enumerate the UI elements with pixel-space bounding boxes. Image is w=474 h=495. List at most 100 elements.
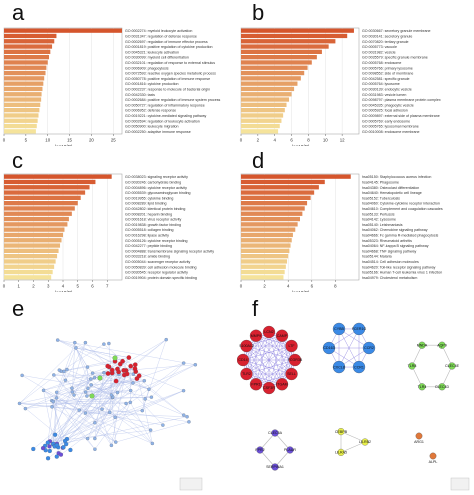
bar-b (241, 113, 284, 118)
category-label-c: GO:0005044: scavenger receptor activity (125, 260, 191, 264)
network-node (92, 376, 97, 380)
bar-d (241, 211, 303, 216)
category-label-b: GO:0098797: plasma membrane protein comp… (362, 98, 441, 102)
cluster-red-label: CD14 (238, 358, 247, 362)
network-node (121, 368, 127, 373)
bar-c (4, 174, 112, 179)
cluster-red-label: CAMP (277, 334, 288, 338)
cluster-purple-label: SERPINA1 (266, 465, 284, 469)
network-node (17, 401, 22, 406)
network-edge (112, 374, 125, 398)
network-node (55, 338, 60, 342)
cluster-yellow-node (361, 438, 369, 446)
cluster-orange-label: ALPL (429, 460, 438, 464)
category-label-a: GO:0006909: phagocytosis (125, 66, 169, 70)
cluster-red-node (275, 378, 289, 391)
bar-c (4, 222, 68, 227)
cluster-red-edge (255, 335, 270, 389)
network-node (23, 406, 28, 411)
network-node (54, 443, 60, 448)
bar-a (4, 108, 40, 113)
network-edge (54, 391, 86, 447)
category-label-b: GO:0098552: side of membrane (362, 72, 413, 76)
network-edge (112, 382, 134, 398)
bar-b (241, 102, 287, 107)
network-node (54, 390, 59, 394)
cluster-green-label: TLR8 (408, 364, 417, 368)
x-tick-label-d: 8 (334, 284, 337, 289)
cluster-orange-node (415, 432, 423, 440)
network-edge (107, 365, 150, 390)
bar-a (4, 92, 42, 97)
network-edge (54, 392, 57, 447)
category-label-a: GO:0050900: leukocyte migration (125, 125, 179, 129)
network-edge (57, 339, 196, 365)
category-label-d: hsa04979: Cholesterol metabolism (362, 276, 417, 280)
bar-b (241, 39, 336, 44)
category-label-c: GO:0050839: cell adhesion molecule bindi… (125, 265, 197, 269)
network-edge (61, 371, 112, 446)
network-edge (47, 422, 95, 443)
bar-c (4, 259, 56, 264)
cluster-red-edge (246, 345, 283, 385)
bar-b (241, 123, 280, 129)
category-label-d: hsa05152: Tuberculosis (362, 196, 400, 200)
cluster-red-node (262, 325, 276, 339)
network-edge (94, 390, 184, 423)
category-label-d: hsa04064: NF-kappa B signaling pathway (362, 244, 429, 248)
network-edge (56, 363, 121, 446)
category-label-d: hsa04514: Cell adhesion molecules (362, 260, 419, 264)
network-edge (49, 416, 188, 447)
network-node (47, 444, 52, 449)
cluster-blue-label: CYBB (334, 327, 344, 331)
network-edge (61, 361, 123, 372)
bar-a (4, 49, 51, 54)
bar-a (4, 70, 46, 76)
network-node (72, 393, 76, 397)
bar-a (4, 113, 39, 118)
cluster-red-node (285, 339, 298, 353)
network-edge (51, 362, 184, 408)
network-node (85, 394, 89, 398)
cluster-purple-node (286, 446, 294, 454)
network-edge (47, 422, 95, 459)
panel-letter-c: c (12, 148, 23, 173)
cluster-red-label: CSF3R (263, 386, 275, 390)
network-edge (51, 373, 93, 407)
category-label-d: hsa04142: Lysosome (362, 218, 396, 222)
network-edge (43, 366, 110, 391)
category-label-c: GO:0005126: cytokine receptor binding (125, 239, 188, 243)
network-node (73, 340, 77, 345)
cluster-red-edge (246, 359, 296, 375)
cluster-red-label: ITGAM (276, 382, 287, 386)
bar-c (4, 227, 65, 232)
network-node (132, 366, 138, 371)
network-node (149, 395, 154, 399)
network-edge (148, 364, 196, 390)
network-node (114, 440, 118, 444)
cluster-purple-node (271, 429, 279, 437)
plot-frame-a (3, 27, 123, 135)
network-node (128, 400, 133, 405)
network-node (181, 388, 186, 393)
network-node (102, 370, 106, 375)
network-edge (133, 374, 184, 416)
panel-letter-f: f (252, 296, 259, 321)
bar-c (4, 211, 72, 216)
bar-d (241, 195, 311, 200)
category-label-a: GO:0042330: taxis (125, 93, 155, 97)
network-node (45, 456, 51, 461)
cluster-red-node (249, 378, 263, 391)
cluster-green-label: CLEC4E (445, 364, 460, 368)
bar-d (241, 190, 315, 195)
network-node (86, 386, 90, 391)
network-node (52, 432, 58, 437)
bar-c (4, 216, 69, 222)
x-tick-label-a: 25 (111, 138, 116, 143)
category-label-b: GO:0031983: vesicle lumen (362, 93, 406, 97)
category-label-b: GO:0005766: primary lysosome (362, 66, 413, 70)
network-node (115, 390, 120, 395)
network-edge (111, 372, 134, 375)
bar-b (241, 86, 295, 92)
category-label-b: GO:0030667: secretory granule membrane (362, 29, 431, 33)
